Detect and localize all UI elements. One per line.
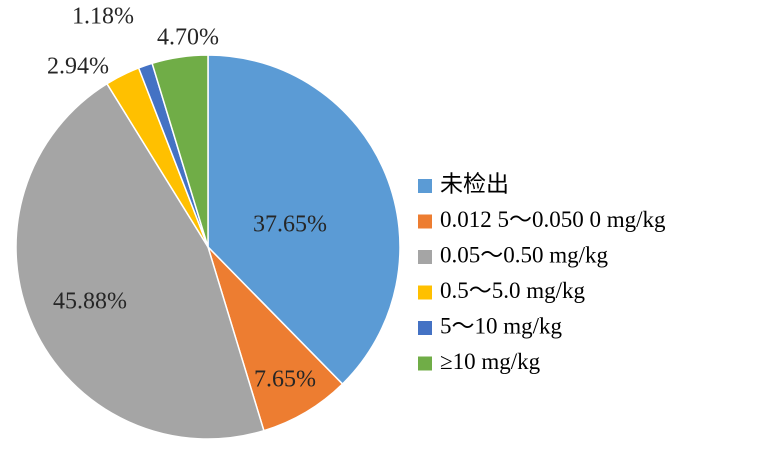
slice-label-5: 4.70% xyxy=(157,25,219,51)
pie-slice-5 xyxy=(151,54,209,248)
legend-label-5: ≥10 mg/kg xyxy=(440,349,541,374)
legend-item-2: 0.05～0.50 mg/kg xyxy=(418,242,609,267)
legend-label-0: 未检出 xyxy=(440,171,509,196)
legend-item-0: 未检出 xyxy=(418,171,509,196)
legend-item-1: 0.012 5～0.050 0 mg/kg xyxy=(418,207,666,232)
legend-label-4: 5～10 mg/kg xyxy=(440,313,563,338)
legend-swatch-3 xyxy=(418,285,432,300)
slice-label-4: 1.18% xyxy=(72,4,134,30)
legend-item-5: ≥10 mg/kg xyxy=(418,349,541,374)
legend-swatch-0 xyxy=(418,179,432,193)
slice-label-0: 37.65% xyxy=(253,212,327,238)
legend-item-3: 0.5～5.0 mg/kg xyxy=(418,278,586,303)
slice-label-1: 7.65% xyxy=(254,367,316,393)
legend-item-4: 5～10 mg/kg xyxy=(418,313,563,338)
legend-swatch-4 xyxy=(418,321,432,335)
slice-label-2: 45.88% xyxy=(53,289,127,315)
legend-label-1: 0.012 5～0.050 0 mg/kg xyxy=(440,207,666,232)
legend-label-3: 0.5～5.0 mg/kg xyxy=(440,278,586,303)
pie-slices xyxy=(15,54,401,440)
legend-swatch-2 xyxy=(418,250,432,264)
legend-swatch-5 xyxy=(418,356,432,371)
legend-label-2: 0.05～0.50 mg/kg xyxy=(440,242,609,267)
legend: 未检出 0.012 5～0.050 0 mg/kg 0.05～0.50 mg/kg 0… xyxy=(418,171,666,374)
slice-label-3: 2.94% xyxy=(47,54,109,80)
legend-swatch-1 xyxy=(418,214,432,229)
data-labels: 37.65% 7.65% 45.88% 2.94% 1.18% 4.70% xyxy=(47,4,327,393)
pie-slice-0 xyxy=(207,54,401,386)
pie-slice-2 xyxy=(15,82,265,440)
